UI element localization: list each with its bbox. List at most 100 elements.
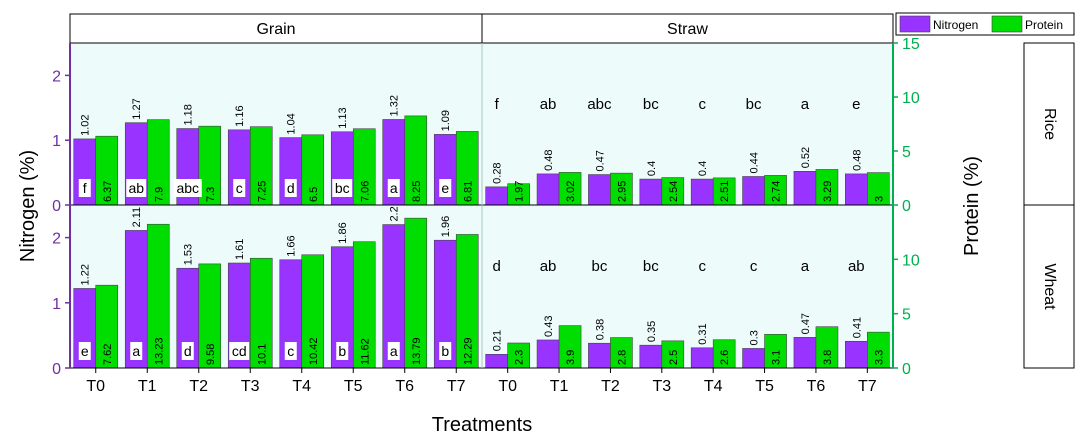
nitrogen-value-label: 1.09 (440, 110, 452, 131)
nitrogen-value-label: 0.48 (851, 149, 863, 170)
right-axis-tick-label: 5 (902, 144, 911, 161)
protein-value-label: 7.25 (256, 181, 268, 202)
nitrogen-bar-rice-straw (639, 178, 663, 206)
left-axis-title: Nitrogen (%) (17, 150, 39, 262)
significance-letter: d (493, 258, 501, 275)
nitrogen-bar-rice-straw (845, 173, 868, 206)
legend-label-protein: Protein (1025, 18, 1063, 32)
significance-letter: f (83, 180, 87, 196)
nitrogen-value-label: 0.47 (594, 150, 606, 171)
x-axis-tick-label: T5 (344, 378, 363, 395)
significance-letter-box (439, 342, 452, 360)
right-axis-tick-label: 10 (902, 90, 920, 107)
right-axis-tick-label: 10 (902, 252, 920, 269)
significance-letter: b (338, 343, 346, 359)
significance-letter: d (184, 343, 192, 359)
left-axis-tick-label: 1 (52, 296, 61, 313)
significance-letter: c (698, 258, 706, 275)
protein-value-label: 11.62 (359, 338, 371, 365)
legend-swatch-nitrogen (899, 15, 931, 33)
nitrogen-value-label: 1.04 (286, 113, 298, 134)
nitrogen-value-label: 0.21 (492, 330, 504, 351)
nitrogen-value-label: 2.2 (389, 206, 401, 221)
nitrogen-bar-rice-straw (485, 186, 508, 206)
significance-letter-box (78, 179, 91, 197)
significance-letter: e (81, 343, 89, 359)
nitrogen-value-label: 0.47 (800, 313, 812, 334)
x-axis-tick-label: T4 (292, 378, 311, 395)
bars (73, 115, 890, 369)
significance-letter-box (439, 179, 452, 197)
nitrogen-bar-rice-straw (742, 176, 765, 206)
nitrogen-value-label: 0.43 (543, 316, 555, 337)
significance-letter: abc (176, 180, 199, 196)
significance-letter: c (236, 180, 243, 196)
protein-value-label: 7.62 (102, 344, 114, 365)
protein-value-label: 6.5 (308, 187, 320, 202)
protein-value-label: 3.1 (771, 350, 783, 365)
protein-value-label: 2.74 (771, 181, 783, 202)
row-header-wheat: Wheat (1041, 263, 1058, 310)
nitrogen-value-label: 0.35 (646, 321, 658, 342)
nitrogen-value-label: 0.28 (492, 162, 504, 183)
significance-letter: ab (128, 180, 144, 196)
nitrogen-value-label: 0.38 (594, 319, 606, 340)
nitrogen-bar-wheat-straw (793, 337, 817, 369)
chart-text: Grain StrawRiceWheat1.026.37f1.277.9ab1.1… (17, 18, 1063, 436)
significance-letter: cd (232, 343, 247, 359)
protein-value-label: 3.02 (565, 181, 577, 202)
significance-letter: bc (643, 258, 659, 275)
nitrogen-value-label: 1.53 (183, 244, 195, 265)
nitrogen-value-label: 0.4 (697, 161, 709, 176)
significance-letter: a (390, 343, 398, 359)
nitrogen-bar-wheat-straw (536, 339, 560, 369)
significance-letter-box (336, 342, 349, 360)
significance-letter: e (852, 96, 860, 113)
protein-value-label: 2.51 (719, 181, 731, 202)
nitrogen-value-label: 1.32 (389, 95, 401, 116)
nitrogen-value-label: 0.3 (749, 330, 761, 345)
nitrogen-value-label: 1.96 (440, 216, 452, 237)
significance-letter-box (173, 179, 202, 197)
protein-value-label: 13.79 (411, 337, 423, 365)
significance-letter: c (287, 343, 294, 359)
significance-letter-box (233, 179, 246, 197)
protein-value-label: 3.9 (565, 350, 577, 365)
nitrogen-value-label: 0.44 (749, 152, 761, 173)
protein-value-label: 6.81 (462, 181, 474, 202)
protein-value-label: 10.42 (308, 337, 320, 365)
legend-swatch-protein (991, 15, 1023, 33)
nitrogen-value-label: 1.66 (286, 235, 298, 256)
x-axis-tick-label: T2 (189, 378, 208, 395)
significance-letter: bc (746, 96, 762, 113)
significance-letter: bc (335, 180, 350, 196)
protein-value-label: 8.25 (411, 181, 423, 202)
protein-value-label: 7.06 (359, 181, 371, 202)
significance-letter: f (495, 96, 500, 113)
x-axis-tick-label: T0 (498, 378, 517, 395)
x-axis-tick-label: T4 (704, 378, 723, 395)
significance-letter-box (284, 342, 297, 360)
nitrogen-value-label: 1.13 (337, 107, 349, 128)
nitrogen-bar-wheat-straw (690, 347, 714, 369)
legend-box (895, 12, 1075, 36)
nitrogen-bar-wheat-straw (845, 340, 868, 369)
nitrogen-bar-rice-straw (536, 173, 560, 206)
nitrogen-value-label: 0.52 (800, 147, 812, 168)
significance-letter: c (698, 96, 706, 113)
protein-value-label: 3 (873, 196, 885, 202)
nitrogen-bar-wheat-straw (485, 354, 508, 369)
nitrogen-bar-wheat-straw (742, 348, 765, 369)
x-axis-tick-label: T7 (447, 378, 466, 395)
protein-value-label: 2.8 (616, 350, 628, 365)
nitrogen-value-label: 0.4 (646, 161, 658, 176)
x-axis-tick-label: T0 (86, 378, 105, 395)
x-axis-tick-label: T5 (755, 378, 774, 395)
nitrogen-value-label: 1.18 (183, 104, 195, 125)
protein-value-label: 3.29 (822, 181, 834, 202)
protein-value-label: 7.9 (153, 187, 165, 202)
significance-letter: c (750, 258, 758, 275)
left-axis-tick-label: 0 (52, 198, 61, 215)
left-axis-tick-label: 1 (52, 133, 61, 150)
